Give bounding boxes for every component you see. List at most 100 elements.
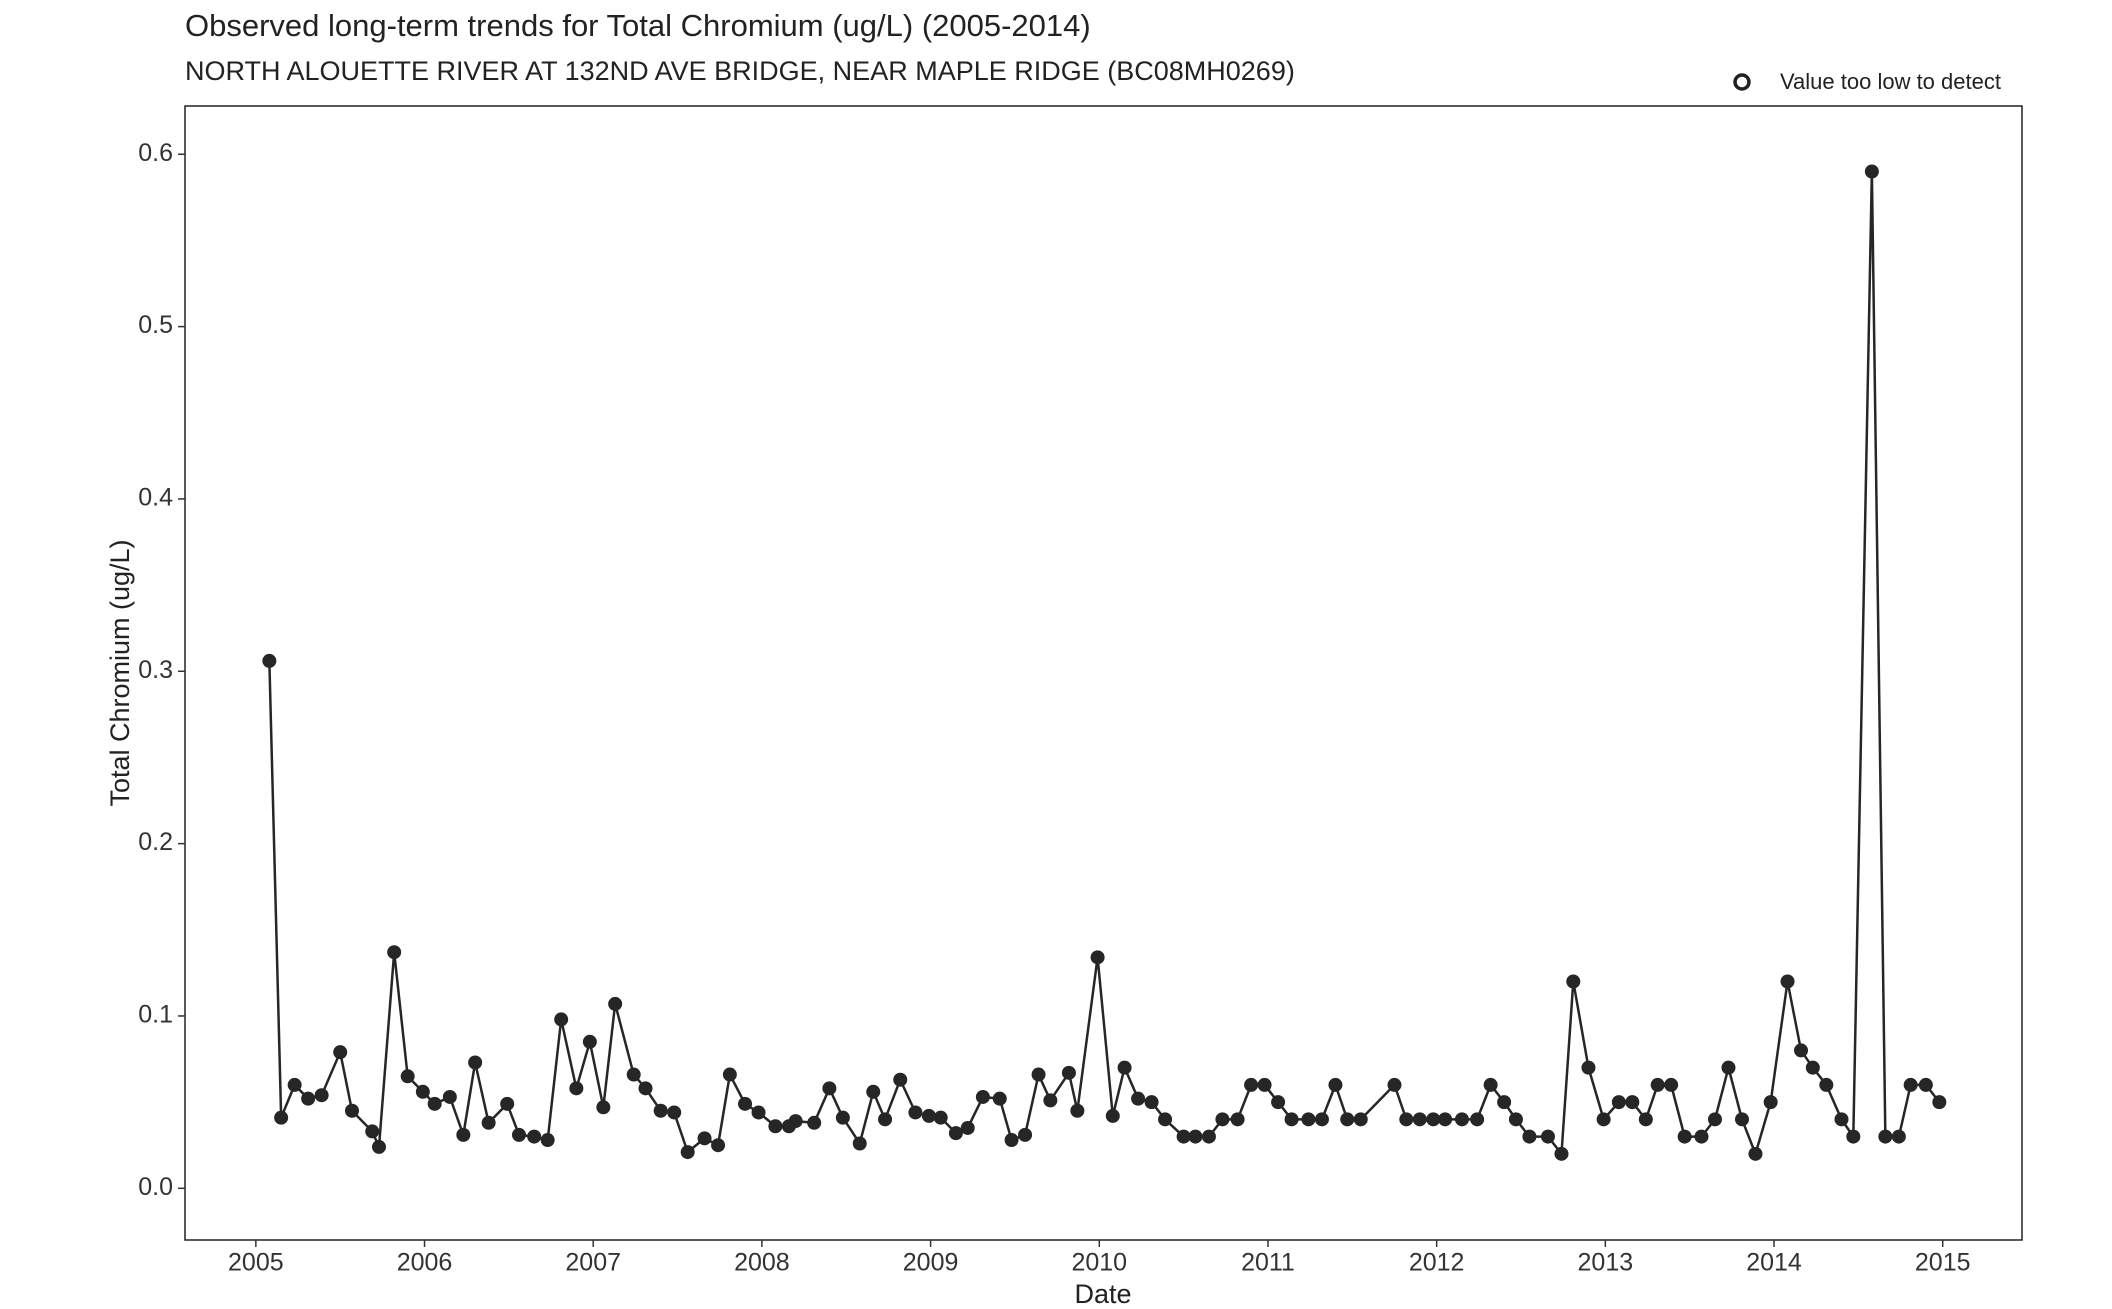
data-point [1061, 1065, 1076, 1080]
legend-marker [1733, 73, 1751, 91]
data-point [456, 1127, 471, 1142]
data-point [1201, 1129, 1216, 1144]
data-point [1426, 1112, 1441, 1127]
data-point [387, 945, 402, 960]
data-point [948, 1126, 963, 1141]
data-point [653, 1103, 668, 1118]
data-point [1215, 1112, 1230, 1127]
y-tick-label: 0.6 [138, 139, 173, 167]
data-point [1271, 1095, 1286, 1110]
data-point [442, 1089, 457, 1104]
data-point [1483, 1077, 1498, 1092]
data-point [893, 1072, 908, 1087]
data-point [1090, 950, 1105, 965]
data-point [1340, 1112, 1355, 1127]
x-tick-label: 2014 [1746, 1249, 1802, 1277]
data-point [1470, 1112, 1485, 1127]
data-point [1144, 1095, 1159, 1110]
data-point [1117, 1060, 1132, 1075]
data-point [1664, 1077, 1679, 1092]
data-point [569, 1081, 584, 1096]
data-point [1031, 1067, 1046, 1082]
data-point [1018, 1127, 1033, 1142]
data-point [638, 1081, 653, 1096]
data-point [626, 1067, 641, 1082]
data-point [1819, 1077, 1834, 1092]
data-point [1412, 1112, 1427, 1127]
data-point [680, 1145, 695, 1160]
data-point [1834, 1112, 1849, 1127]
data-point [1932, 1095, 1947, 1110]
data-point [1353, 1112, 1368, 1127]
data-point [1387, 1077, 1402, 1092]
x-tick-label: 2013 [1578, 1249, 1634, 1277]
y-tick-label: 0.0 [138, 1173, 173, 1201]
data-point [1438, 1112, 1453, 1127]
y-tick-label: 0.2 [138, 828, 173, 856]
data-point [697, 1131, 712, 1146]
data-point [1522, 1129, 1537, 1144]
data-point [1734, 1112, 1749, 1127]
data-point [274, 1110, 289, 1125]
data-point [345, 1103, 359, 1118]
data-point [866, 1084, 881, 1099]
data-point [667, 1105, 682, 1120]
data-point [1707, 1112, 1722, 1127]
plot-border [184, 105, 2023, 1241]
chart-title: Observed long-term trends for Total Chro… [185, 8, 1091, 43]
data-point [540, 1133, 555, 1148]
y-tick-label: 0.1 [138, 1001, 173, 1029]
data-point [1581, 1060, 1596, 1075]
data-point [1497, 1095, 1512, 1110]
data-point [1540, 1129, 1555, 1144]
data-point [1611, 1095, 1626, 1110]
y-tick-label: 0.4 [138, 484, 173, 512]
data-point [738, 1096, 753, 1111]
data-point [1677, 1129, 1692, 1144]
data-point [1794, 1043, 1809, 1058]
data-point [908, 1105, 923, 1120]
data-point [807, 1115, 822, 1130]
x-tick-label: 2006 [397, 1249, 453, 1277]
data-point [468, 1055, 483, 1070]
data-point [722, 1067, 737, 1082]
x-axis-label: Date [1074, 1279, 1131, 1309]
x-tick-label: 2011 [1241, 1249, 1295, 1277]
data-point [314, 1088, 329, 1103]
data-point [582, 1034, 597, 1049]
data-point [596, 1100, 611, 1115]
data-point [1694, 1129, 1709, 1144]
data-point [1763, 1095, 1778, 1110]
data-point [554, 1012, 569, 1027]
data-point [1176, 1129, 1191, 1144]
data-point [921, 1108, 936, 1123]
data-point [1508, 1112, 1523, 1127]
data-point [1846, 1129, 1861, 1144]
data-point [1131, 1091, 1146, 1106]
data-point [933, 1110, 948, 1125]
x-tick-label: 2015 [1915, 1249, 1971, 1277]
data-point [788, 1114, 803, 1129]
data-point [1891, 1129, 1906, 1144]
data-point [1454, 1112, 1469, 1127]
data-line [268, 171, 1941, 1158]
data-point [1903, 1077, 1918, 1092]
data-point [1004, 1133, 1019, 1148]
chart-subtitle: NORTH ALOUETTE RIVER AT 132ND AVE BRIDGE… [185, 56, 1295, 86]
data-point [415, 1084, 430, 1099]
data-point [1596, 1112, 1611, 1127]
data-point [1650, 1077, 1665, 1092]
data-point [1070, 1103, 1085, 1118]
data-point [512, 1127, 526, 1142]
data-point [365, 1124, 380, 1139]
data-point [371, 1139, 386, 1154]
data-point [1554, 1146, 1569, 1161]
x-tick-label: 2008 [734, 1249, 790, 1277]
data-point [1328, 1077, 1343, 1092]
data-point [262, 653, 277, 668]
data-point [992, 1091, 1007, 1106]
data-point [301, 1091, 316, 1106]
data-point [1158, 1112, 1173, 1127]
